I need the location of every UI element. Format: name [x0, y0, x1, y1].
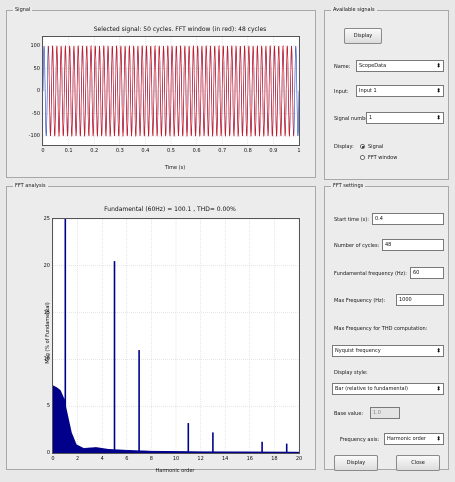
signal-x-tick: 0.8: [243, 148, 252, 154]
fft-y-tick: 10: [43, 356, 50, 363]
fft-settings-panel: FFT settings: [324, 183, 449, 470]
close-button[interactable]: Close: [396, 455, 440, 471]
chevron-down-icon: ⬍: [435, 114, 441, 122]
fft-y-tick: 20: [43, 262, 50, 269]
fft-panel-title: FFT analysis: [13, 183, 48, 190]
signal-x-tick: 0.6: [192, 148, 201, 154]
signal-number-label: Signal number:: [334, 116, 373, 122]
start-time-field[interactable]: 0.4: [372, 213, 444, 225]
fft-bar-0: [64, 219, 67, 453]
signal-x-tick: 0.9: [269, 148, 278, 154]
display-label: Display:: [334, 144, 354, 150]
fft-window-radio-label: FFT window: [368, 155, 398, 161]
fft-x-tick: 6: [125, 456, 129, 462]
fft-bar-3: [187, 423, 190, 453]
name-dropdown-value: ScopeData: [359, 63, 387, 69]
fft-axes[interactable]: [52, 218, 300, 454]
display-style-label: Display style:: [334, 370, 368, 376]
fft-x-tick: 2: [76, 456, 80, 462]
max-thd-frequency-label: Max Frequency for THD computation:: [334, 326, 428, 332]
signal-x-tick: 1: [297, 148, 301, 154]
fft-y-tick: 5: [46, 403, 50, 410]
input-dropdown-value: Input 1: [359, 88, 377, 94]
signal-x-tick: 0.5: [167, 148, 175, 154]
cycles-label: Number of cycles:: [334, 243, 380, 249]
fft-plot-title: Fundamental (60Hz) = 100.1 , THD= 0.00%: [104, 206, 236, 213]
fft-x-tick: 16: [246, 456, 253, 462]
fft-settings-title: FFT settings: [331, 183, 366, 190]
signal-x-label: Time (s): [164, 165, 186, 171]
signal-y-tick: 0: [36, 88, 40, 94]
fft-bar-1: [113, 261, 116, 453]
fft-y-tick: 0: [46, 450, 50, 456]
display-fft-button[interactable]: Display: [334, 455, 378, 471]
fft-x-tick: 8: [149, 456, 153, 462]
max-frequency-field[interactable]: 1000: [396, 294, 444, 306]
signal-panel-title: Signal: [13, 7, 33, 14]
fft-bar-2: [138, 350, 140, 453]
max-thd-frequency-dropdown[interactable]: Nyquist frequency ⬍: [332, 345, 444, 357]
chevron-down-icon: ⬍: [435, 87, 441, 95]
fft-plot: [53, 219, 299, 453]
signal-x-tick: 0: [41, 148, 45, 154]
name-dropdown[interactable]: ScopeData ⬍: [356, 60, 444, 72]
fundamental-frequency-field[interactable]: 60: [410, 267, 444, 279]
signal-number-dropdown[interactable]: 1 ⬍: [366, 112, 444, 124]
fft-window-radio[interactable]: [360, 155, 365, 160]
chevron-down-icon: ⬍: [435, 435, 441, 443]
fft-x-tick: 0: [51, 456, 55, 462]
display-style-dropdown[interactable]: Bar (relative to fundamental) ⬍: [332, 383, 444, 395]
chevron-down-icon: ⬍: [435, 385, 441, 393]
fft-y-tick: 25: [43, 216, 50, 222]
signal-radio-label: Signal: [368, 144, 384, 150]
signal-number-value: 1: [369, 115, 373, 121]
start-time-label: Start time (s):: [334, 217, 369, 223]
max-frequency-label: Max Frequency (Hz):: [334, 298, 386, 304]
signal-axes[interactable]: [42, 36, 300, 146]
display-style-value: Bar (relative to fundamental): [335, 386, 408, 392]
frequency-axis-value: Harmonic order: [387, 436, 426, 442]
signal-x-tick: 0.3: [115, 148, 124, 154]
fft-x-tick: 18: [271, 456, 278, 462]
fft-x-tick: 10: [172, 456, 180, 462]
signal-y-tick: 100: [30, 43, 40, 49]
fft-low-frequency-area: [53, 385, 299, 453]
chevron-down-icon: ⬍: [435, 62, 441, 70]
signal-series-line-1: [47, 44, 295, 138]
base-value-field[interactable]: 1.0: [370, 407, 400, 419]
available-signals-title: Available signals: [331, 7, 377, 14]
fft-bar-4: [212, 432, 214, 453]
fft-x-tick: 4: [100, 456, 104, 462]
fft-bar-6: [285, 443, 288, 453]
name-label: Name:: [334, 64, 351, 70]
signal-y-tick: 50: [33, 65, 40, 72]
signal-radio[interactable]: [360, 144, 365, 149]
signal-plot-title: Selected signal: 50 cycles. FFT window (…: [93, 26, 267, 33]
signal-x-tick: 0.1: [64, 148, 73, 154]
frequency-axis-label: Frequency axis:: [340, 437, 380, 443]
max-thd-frequency-value: Nyquist frequency: [335, 348, 381, 354]
signal-x-tick: 0.2: [90, 148, 99, 154]
signal-plot: [43, 37, 299, 145]
signal-x-tick: 0.4: [141, 148, 150, 154]
fft-bar-5: [261, 441, 263, 453]
cycles-field[interactable]: 48: [382, 239, 444, 251]
input-label: Input:: [334, 89, 349, 95]
frequency-axis-dropdown[interactable]: Harmonic order ⬍: [384, 433, 444, 445]
fft-x-tick: 20: [295, 456, 303, 462]
signal-x-tick: 0.7: [218, 148, 227, 154]
signal-y-tick: -50: [31, 110, 40, 117]
fft-x-tick: 14: [222, 456, 229, 462]
fft-x-tick: 12: [197, 456, 204, 462]
fft-y-tick: 15: [43, 309, 50, 316]
fft-x-label: Harmonic order: [155, 468, 195, 474]
fft-y-label: Mag (% of Fundamental): [45, 302, 51, 364]
chevron-down-icon: ⬍: [435, 347, 441, 355]
display-signal-button[interactable]: Display: [344, 28, 382, 44]
base-value-label: Base value:: [334, 411, 364, 417]
input-dropdown[interactable]: Input 1 ⬍: [356, 85, 444, 97]
fundamental-frequency-label: Fundamental frequency (Hz):: [334, 271, 407, 277]
signal-y-tick: -100: [28, 133, 40, 139]
